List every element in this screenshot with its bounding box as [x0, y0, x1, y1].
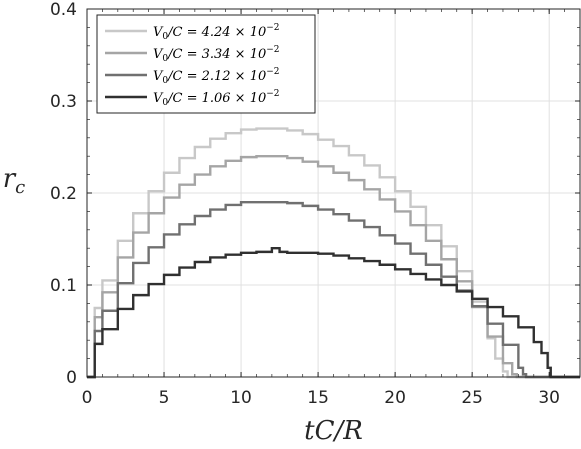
y-tick-label: 0.2: [50, 184, 77, 204]
series-lines: [87, 127, 580, 379]
x-tick-label: 30: [538, 388, 560, 408]
x-tick-label: 15: [307, 388, 329, 408]
x-tick-label: 5: [159, 388, 170, 408]
legend: V0/C = 4.24 × 10−2 V0/C = 3.34 × 10−2 V0/C…: [96, 14, 316, 114]
x-tick-label: 20: [384, 388, 406, 408]
x-tick-label: 10: [230, 388, 252, 408]
y-tick-label: 0.4: [50, 0, 77, 20]
legend-label-2: V0/C = 3.34 × 10−2: [153, 45, 280, 64]
y-axis-label-main: r: [3, 164, 17, 194]
y-axis-label: rc: [3, 164, 26, 198]
x-tick-label: 0: [82, 388, 93, 408]
legend-label-3: V0/C = 2.12 × 10−2: [153, 67, 280, 86]
x-tick-labels: 0 5 10 15 20 25 30: [82, 388, 560, 408]
series-line-4: [87, 247, 580, 379]
y-tick-labels: 0 0.1 0.2 0.3 0.4: [50, 0, 77, 388]
x-axis-label: tC/R: [304, 416, 363, 446]
legend-label-1: V0/C = 4.24 × 10−2: [153, 23, 280, 42]
y-tick-label: 0.1: [50, 276, 77, 296]
x-tick-label: 25: [461, 388, 483, 408]
y-tick-label: 0: [66, 368, 77, 388]
axis-ticks: [86, 8, 581, 378]
series-line-2: [87, 155, 580, 379]
legend-label-4: V0/C = 1.06 × 10−2: [153, 89, 280, 108]
y-tick-label: 0.3: [50, 92, 77, 112]
y-axis-label-sub: c: [15, 177, 25, 198]
series-line-3: [87, 201, 580, 379]
